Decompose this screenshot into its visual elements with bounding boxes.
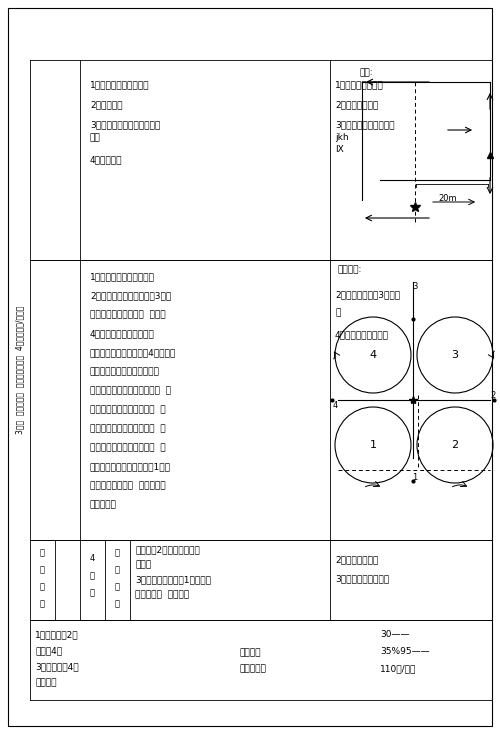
Text: 学生听到哨音后沿圆圈圆外侧  逆: 学生听到哨音后沿圆圈圆外侧 逆: [90, 386, 171, 395]
Text: 平均心率: 平均心率: [240, 648, 262, 657]
Text: 1: 1: [412, 473, 418, 482]
Text: 分: 分: [40, 599, 44, 608]
Text: 练习密度: 练习密度: [35, 678, 56, 687]
Text: 二位同学走向标志杆处，准  备: 二位同学走向标志杆处，准 备: [90, 424, 166, 433]
Text: 3、战术背心4件: 3、战术背心4件: [35, 662, 78, 671]
Text: 视指导，强调学生注意  平安。: 视指导，强调学生注意 平安。: [90, 310, 166, 319]
Text: 3、归还器材场给器材: 3、归还器材场给器材: [335, 574, 389, 583]
Text: 4: 4: [333, 401, 338, 410]
Text: 拿排球跑完，以最快完成小1、认: 拿排球跑完，以最快完成小1、认: [90, 462, 171, 471]
Text: 起动: 起动: [90, 133, 101, 142]
Text: IX: IX: [335, 145, 344, 154]
Text: 与规那么。: 与规那么。: [90, 500, 117, 509]
Text: 组织如图:: 组织如图:: [337, 265, 361, 274]
Text: 松: 松: [114, 565, 119, 574]
Text: 3: 3: [412, 282, 418, 291]
Text: 3、下课，收还器材1、按教师: 3、下课，收还器材1、按教师: [135, 575, 211, 584]
Text: 3: 3: [452, 350, 458, 360]
Text: 小: 小: [114, 582, 119, 591]
Text: 钟: 钟: [90, 588, 94, 597]
Text: 1、教师组织学生练习。: 1、教师组织学生练习。: [90, 80, 150, 89]
Text: 标志杆4根: 标志杆4根: [35, 646, 62, 655]
Text: 分: 分: [90, 571, 94, 580]
Text: 2: 2: [452, 440, 458, 450]
Text: 3、比一比，看谁跑的最: 3、比一比，看谁跑的最: [335, 120, 394, 129]
Text: 2、宋船作赔游心3、海加: 2、宋船作赔游心3、海加: [335, 290, 400, 299]
Text: 眼: 眼: [335, 308, 340, 317]
Text: 结: 结: [114, 599, 119, 608]
Text: 2、注意动作要领: 2、注意动作要领: [335, 100, 378, 109]
Text: 组织队形：: 组织队形：: [240, 664, 267, 673]
Text: 4: 4: [90, 554, 94, 563]
Text: 1: 1: [370, 440, 376, 450]
Text: 4、教师对游戏进行点评。: 4、教师对游戏进行点评。: [90, 329, 155, 338]
Text: 接力跑，每组的最后一名同  学: 接力跑，每组的最后一名同 学: [90, 443, 166, 452]
Text: 30——: 30——: [380, 630, 410, 639]
Text: 2、认真听点评。: 2、认真听点评。: [335, 555, 378, 564]
Text: 1、教师讲解游戏的方法。: 1、教师讲解游戏的方法。: [90, 272, 155, 281]
Text: 规那么：以列为单位分成4个小组，: 规那么：以列为单位分成4个小组，: [90, 348, 176, 357]
Text: 110次/分钟: 110次/分钟: [380, 664, 416, 673]
Text: 时针跑动，将近跑完一圈时  第: 时针跑动，将近跑完一圈时 第: [90, 405, 166, 414]
Text: 1、学生按要求练习: 1、学生按要求练习: [335, 80, 384, 89]
Text: 真听老师讲解明确  游戏的方法: 真听老师讲解明确 游戏的方法: [90, 481, 166, 490]
Text: 4、强调平安: 4、强调平安: [90, 155, 122, 164]
Text: 放: 放: [114, 548, 119, 557]
Text: 2: 2: [490, 390, 495, 399]
Text: 2、口令指挥: 2、口令指挥: [90, 100, 122, 109]
Text: 3、强调动作技术，强调快速: 3、强调动作技术，强调快速: [90, 120, 160, 129]
Text: 部: 部: [40, 582, 44, 591]
Text: 组织:: 组织:: [360, 68, 374, 77]
Text: 口令进行放  松练习。: 口令进行放 松练习。: [135, 590, 189, 599]
Text: 35%95——: 35%95——: [380, 647, 430, 656]
Text: 2、教师组织学生进行游戏3、逆: 2、教师组织学生进行游戏3、逆: [90, 291, 171, 300]
Text: 束: 束: [40, 565, 44, 574]
Text: jkh: jkh: [335, 133, 348, 142]
Text: 在规定位置成十字站好，排头: 在规定位置成十字站好，排头: [90, 367, 160, 376]
Text: 行点评: 行点评: [135, 560, 151, 569]
Text: 20m: 20m: [438, 194, 456, 203]
Text: 4: 4: [370, 350, 376, 360]
Text: 结: 结: [40, 548, 44, 557]
Text: 1、排球四个2、: 1、排球四个2、: [35, 630, 78, 639]
Text: 3次课  蹲踞式起跑  教学目标：掌握  4、第七十一/次之行: 3次课 蹲踞式起跑 教学目标：掌握 4、第七十一/次之行: [16, 306, 24, 435]
Text: 放松练习2、教师对本课进: 放松练习2、教师对本课进: [135, 545, 200, 554]
Text: 4、注意平安组为胜。: 4、注意平安组为胜。: [335, 330, 389, 339]
